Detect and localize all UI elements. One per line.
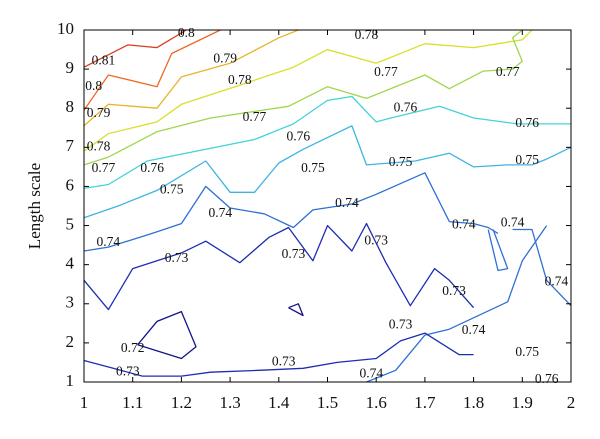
contour-line-0.78-0 [83, 29, 533, 152]
contour-label: 0.76 [515, 115, 539, 130]
contour-line-0.72-1 [288, 303, 304, 317]
contour-line-0.74-2 [512, 228, 572, 307]
y-tick-label: 1 [66, 371, 75, 390]
contour-label: 0.78 [355, 27, 379, 42]
y-tick-label: 2 [66, 332, 75, 351]
contour-label: 0.75 [389, 154, 413, 169]
contour-lines [83, 29, 572, 383]
contour-label: 0.73 [364, 232, 388, 247]
y-tick-label: 3 [66, 293, 75, 312]
contour-line-0.74-0 [83, 172, 499, 252]
contour-label: 0.74 [335, 195, 359, 210]
contour-label: 0.74 [545, 273, 569, 288]
contour-label: 0.74 [360, 365, 384, 380]
x-tick-label: 1.9 [512, 393, 533, 412]
contour-labels: 0.81 0.8 0.8 0.79 0.79 0.78 0.78 0.78 0.77 0.77 0.… [85, 25, 568, 386]
y-tick-label: 8 [66, 97, 75, 116]
x-tick-label: 1.7 [414, 393, 436, 412]
contour-label: 0.8 [178, 25, 195, 40]
contour-label: 0.74 [97, 234, 121, 249]
contour-label: 0.73 [272, 354, 296, 369]
contour-line-0.81-0 [83, 29, 187, 68]
x-tick-label: 1.5 [317, 393, 338, 412]
x-tick-label: 1.1 [122, 393, 143, 412]
y-tick-label: 6 [66, 175, 75, 194]
contour-label: 0.75 [515, 344, 539, 359]
contour-label: 0.77 [374, 64, 398, 79]
contour-label: 0.74 [209, 205, 233, 220]
contour-label: 0.74 [452, 217, 476, 232]
y-axis-label: Length scale [25, 163, 44, 249]
contour-label: 0.79 [213, 50, 237, 65]
x-tick-label: 1.6 [366, 393, 387, 412]
contour-label: 0.77 [92, 160, 116, 175]
contour-label: 0.81 [92, 52, 116, 67]
axis-ticks: 1 1.1 1.2 1.3 1.4 1.5 1.6 1.7 1.8 1.9 2 1 2 3 4 5 6 7 8 9 10 [57, 19, 575, 412]
x-tick-label: 2 [567, 393, 576, 412]
contour-line-0.75-0 [83, 125, 572, 219]
y-tick-label: 9 [66, 58, 75, 77]
contour-label: 0.73 [282, 246, 306, 261]
contour-line-0.8-0 [83, 29, 221, 111]
x-tick-label: 1.3 [219, 393, 240, 412]
x-tick-label: 1.2 [171, 393, 192, 412]
contour-label: 0.73 [442, 283, 466, 298]
contour-label: 0.8 [85, 78, 102, 93]
contour-label: 0.76 [394, 99, 418, 114]
x-tick-label: 1.4 [268, 393, 290, 412]
contour-label: 0.78 [228, 72, 252, 87]
contour-line-0.77-0 [83, 29, 523, 166]
contour-label: 0.76 [286, 129, 310, 144]
contour-label: 0.76 [140, 160, 164, 175]
y-tick-label: 5 [66, 214, 75, 233]
contour-line-0.76-0 [83, 95, 571, 190]
x-tick-label: 1 [80, 393, 89, 412]
contour-line-0.79-0 [83, 29, 299, 127]
contour-label: 0.74 [501, 215, 525, 230]
contour-line-0.74-3 [366, 225, 548, 383]
contour-label: 0.73 [116, 363, 140, 378]
contour-label: 0.77 [243, 109, 267, 124]
contour-label: 0.75 [301, 160, 325, 175]
contour-label: 0.78 [87, 138, 111, 153]
contour-label: 0.75 [160, 181, 184, 196]
contour-label: 0.73 [165, 250, 189, 265]
contour-label: 0.73 [389, 316, 413, 331]
contour-label: 0.74 [462, 322, 486, 337]
contour-label: 0.77 [496, 64, 520, 79]
y-tick-label: 10 [57, 19, 74, 38]
contour-line-0.73-1 [83, 332, 474, 377]
contour-label: 0.79 [87, 105, 111, 120]
contour-label: 0.75 [515, 152, 539, 167]
contour-label: 0.72 [121, 340, 145, 355]
contour-line-0.74-1 [487, 229, 509, 272]
plot-frame [83, 29, 572, 383]
y-tick-label: 4 [66, 254, 75, 273]
y-tick-label: 7 [66, 136, 75, 155]
x-tick-label: 1.8 [463, 393, 484, 412]
contour-label: 0.76 [535, 371, 559, 386]
contour-line-0.73-0 [83, 222, 475, 311]
contour-line-0.72-0 [137, 310, 197, 360]
